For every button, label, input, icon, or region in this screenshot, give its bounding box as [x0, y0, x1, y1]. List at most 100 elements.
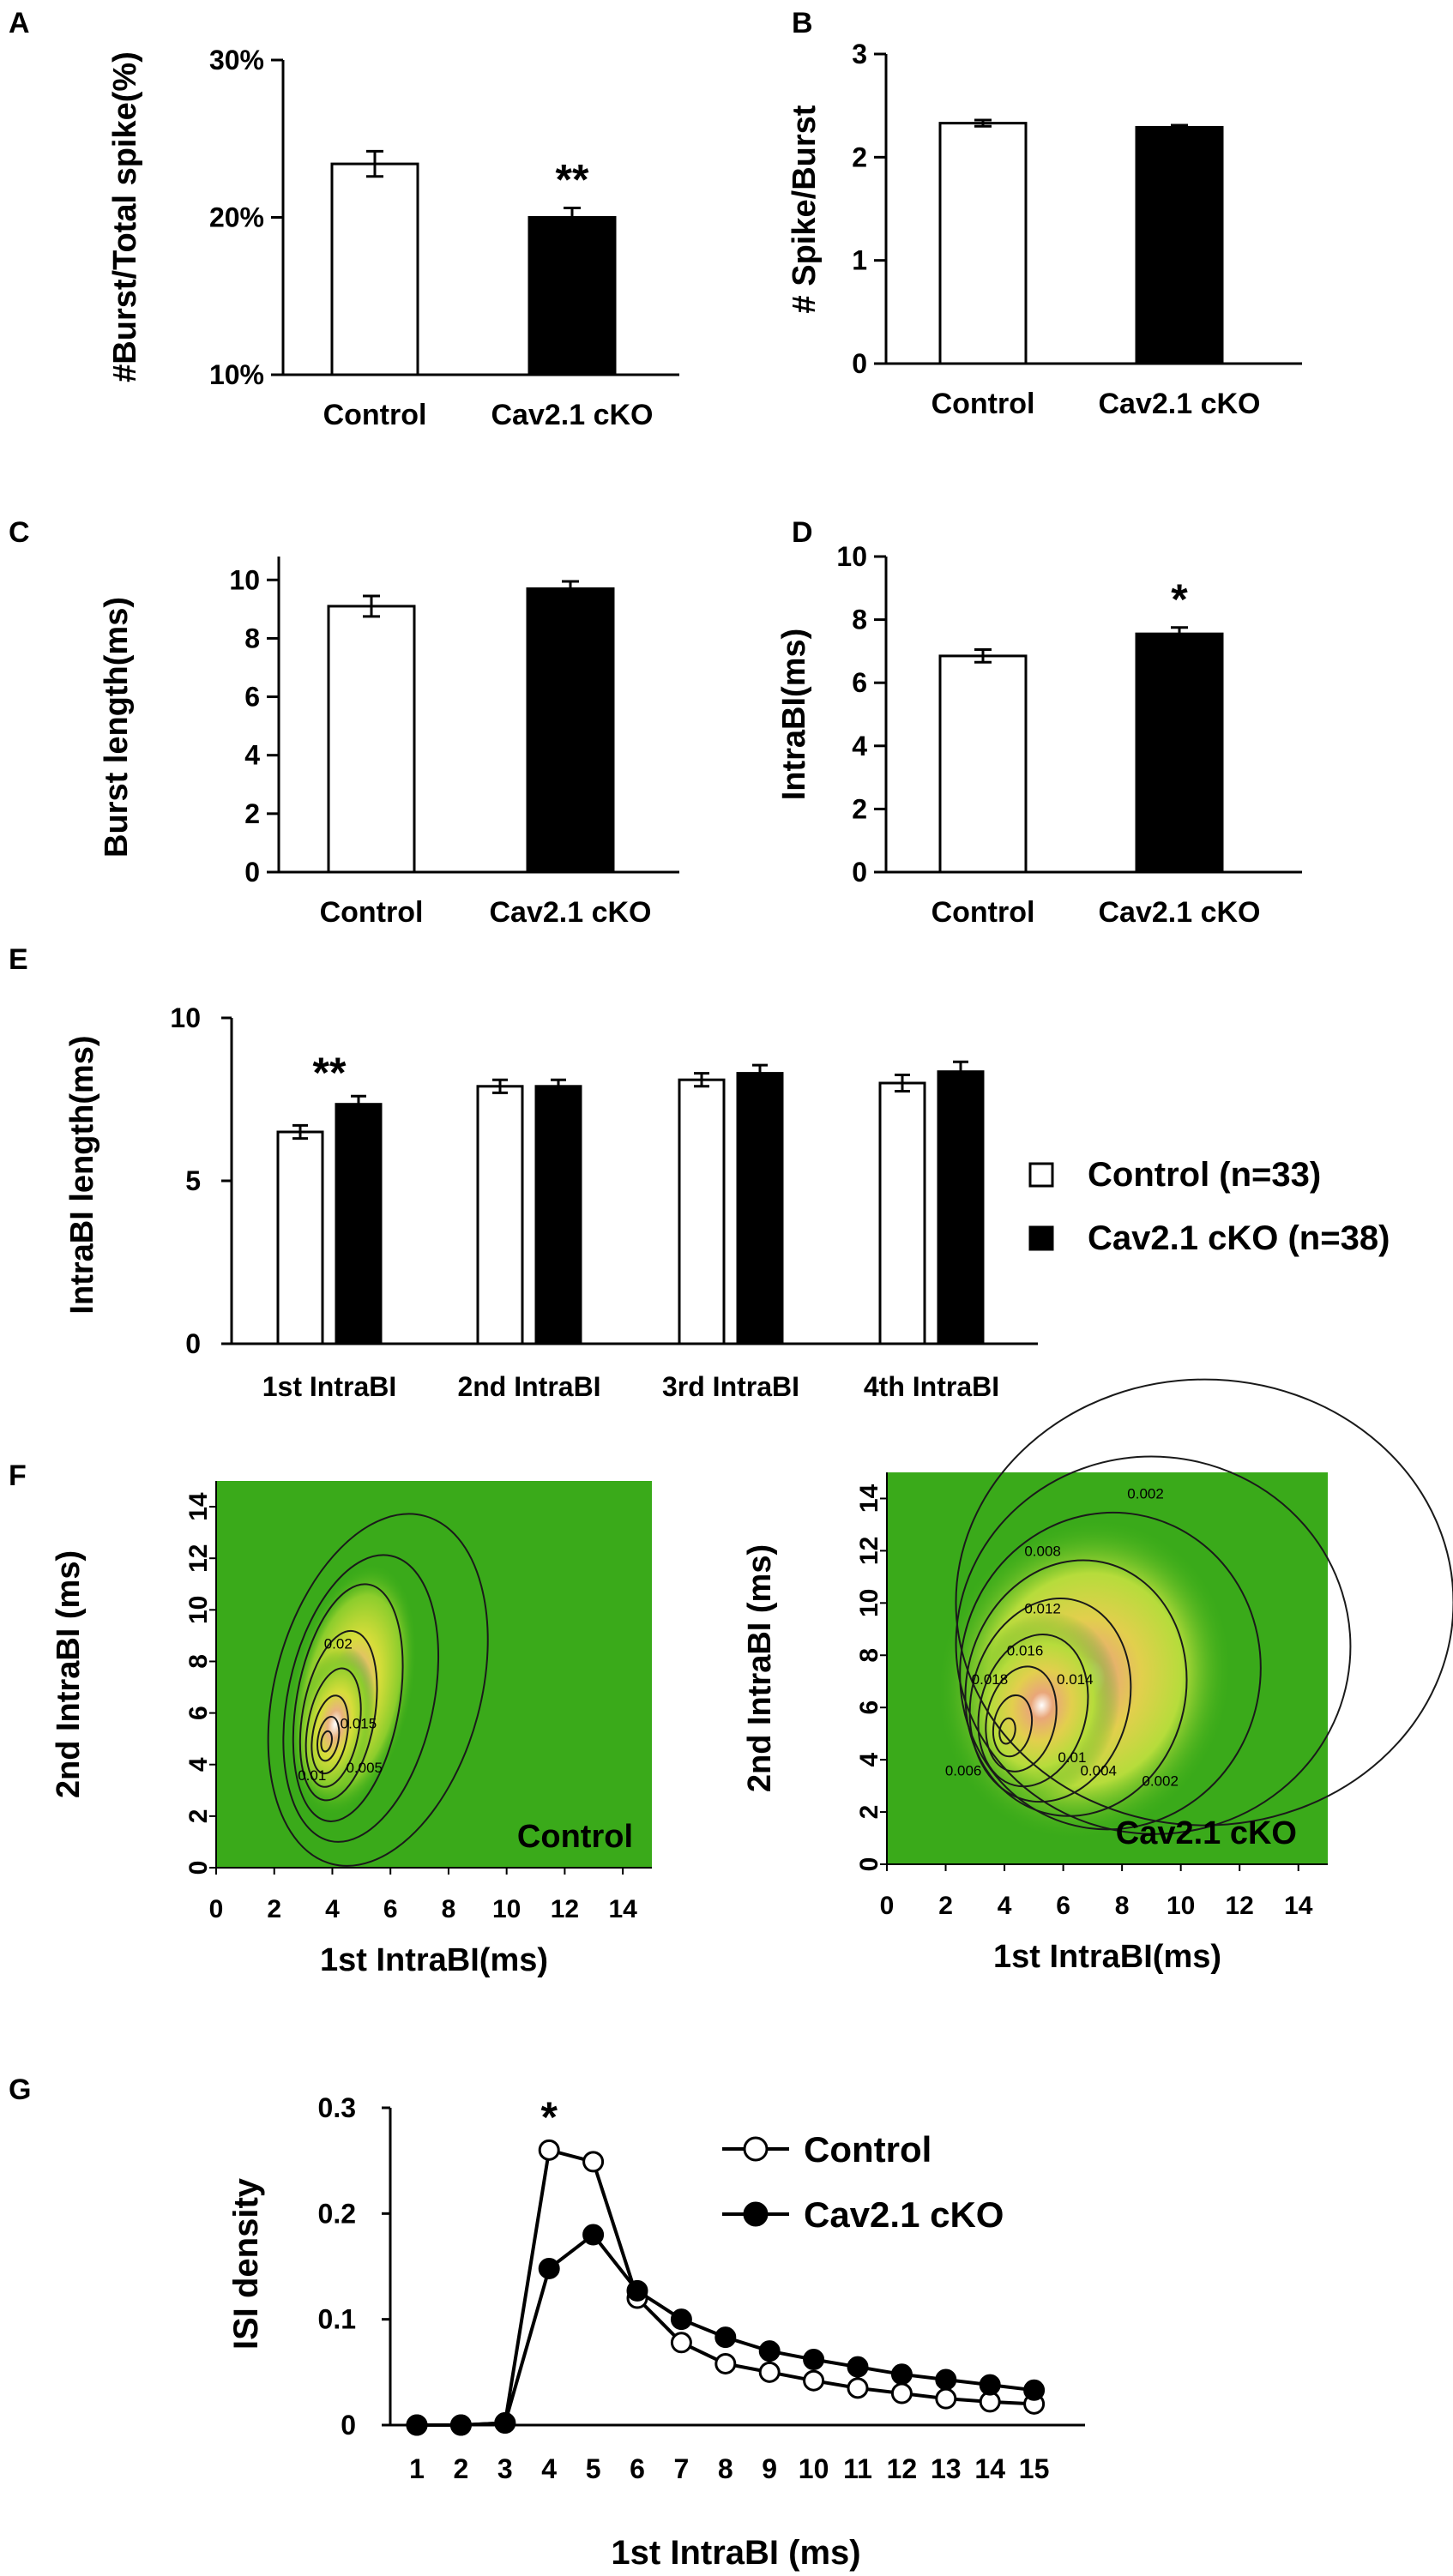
data-point-cav2-1-cko	[890, 2363, 913, 2386]
panel-d: 0 2 4 6 8 10 Control Cav2.1 cKO * IntraBI(ms)	[776, 541, 1302, 929]
y-tick-label: 6	[852, 667, 867, 698]
legend-marker-control	[743, 2136, 769, 2162]
y-tick-label: 4	[855, 1752, 883, 1766]
heatmap-control-contour-label: 0.01	[298, 1767, 326, 1784]
data-point-cav2-1-cko	[714, 2326, 737, 2349]
legend-label: Control	[804, 2129, 931, 2170]
panel-b: 0 1 2 3 Control Cav2.1 cKO # Spike/Burst	[787, 39, 1302, 420]
significance-marker: **	[556, 155, 589, 203]
y-tick-label: 4	[184, 1757, 213, 1772]
bar-control	[938, 122, 1028, 365]
legend-swatch-cav2-1-cko-n-38	[1028, 1225, 1054, 1251]
x-tick-label: 0	[880, 1892, 895, 1920]
x-tick-label: 3	[497, 2453, 513, 2484]
legend-label: Cav2.1 cKO	[804, 2194, 1004, 2235]
x-tick-label: 10	[492, 1895, 521, 1923]
heatmap-cav2-1-cko-y-axis-label: 2nd IntraBI (ms)	[742, 1544, 778, 1792]
data-point-control	[582, 2151, 605, 2173]
heatmap-control-contour-label: 0.02	[324, 1635, 353, 1652]
y-tick-label: 2	[244, 798, 260, 829]
x-tick-label: 11	[843, 2453, 872, 2484]
x-tick-label: 0	[209, 1895, 224, 1923]
y-tick-label: 10	[229, 564, 260, 595]
heatmap-cav2-1-cko-contour-label: 0.002	[1127, 1485, 1164, 1502]
bar-cav2-1-cko	[1135, 632, 1224, 874]
y-tick-label: 0	[855, 1857, 883, 1872]
data-point-cav2-1-cko	[670, 2308, 692, 2331]
y-tick-label: 4	[244, 740, 260, 771]
x-tick-label: 12	[551, 1895, 579, 1923]
y-tick-label: 2	[855, 1805, 883, 1820]
heatmap-control-contour-line	[298, 1629, 378, 1802]
y-tick-label: 1	[852, 245, 867, 276]
bar-cav2-1-cko-n-38-3rd-intrabi	[736, 1072, 784, 1345]
y-tick-label: 6	[855, 1700, 883, 1715]
data-point-control	[847, 2377, 869, 2399]
heatmap-control-contour-line	[317, 1715, 341, 1762]
heatmap-control-y-axis-label: 2nd IntraBI (ms)	[51, 1550, 87, 1798]
heatmap-cav2-1-cko-contour-label: 0.014	[1057, 1671, 1094, 1688]
x-tick-label: 2	[454, 2453, 469, 2484]
y-tick-label: 10	[184, 1596, 213, 1624]
y-tick-label: 0	[341, 2410, 356, 2441]
y-axis-label: Burst length(ms)	[99, 597, 135, 858]
x-tick-label: Control	[320, 896, 424, 929]
y-tick-label: 0	[852, 348, 867, 379]
y-tick-label: 0.3	[318, 2092, 356, 2123]
bar-cav2-1-cko	[526, 587, 615, 874]
x-tick-label: 7	[674, 2453, 690, 2484]
data-point-cav2-1-cko	[449, 2414, 472, 2436]
x-tick-label: 10	[1167, 1892, 1195, 1920]
data-point-control	[758, 2361, 781, 2383]
panel-f: 0.005 0.015 0.02 0.01 0 2 4 6 8 10 12 14 0 2 4 6 8 10 12 14…	[51, 1378, 1453, 1978]
legend-swatch-control-n-33	[1028, 1162, 1054, 1188]
y-axis-label: #Burst/Total spike(%)	[107, 51, 143, 382]
y-tick-label: 4	[852, 731, 867, 761]
y-tick-label: 14	[184, 1492, 213, 1521]
x-tick-label: Cav2.1 cKO	[1099, 896, 1261, 929]
panel-e: 0 5 10 ** 1st IntraBI 2nd IntraBI 3rd IntraBI 4…	[64, 1002, 1390, 1402]
heatmap-control-contour-line	[282, 1554, 440, 1843]
heatmap-control-x-axis-label: 1st IntraBI(ms)	[320, 1942, 548, 1978]
x-tick-label: 6	[383, 1895, 398, 1923]
heatmap-control-contour-label: 0.005	[346, 1760, 383, 1776]
heatmap-control-contour-line	[292, 1583, 404, 1822]
heatmap-cav2-1-cko-contour-label: 0.016	[1007, 1642, 1044, 1658]
x-tick-label: 8	[1115, 1892, 1130, 1920]
heatmap-control-contour-label: 0.015	[341, 1716, 377, 1732]
x-axis-label: 1st IntraBI (ms)	[611, 2534, 860, 2572]
data-point-cav2-1-cko	[979, 2374, 1001, 2396]
heatmap-cav2-1-cko-contour-label: 0.018	[972, 1671, 1009, 1688]
heatmap-cav2-1-cko-contour-line	[968, 1598, 1132, 1803]
data-point-cav2-1-cko	[847, 2356, 869, 2378]
data-point-cav2-1-cko	[494, 2412, 516, 2435]
x-tick-label: 8	[442, 1895, 456, 1923]
x-tick-label: 9	[762, 2453, 777, 2484]
y-tick-label: 20%	[209, 202, 264, 233]
x-tick-label: 12	[1226, 1892, 1254, 1920]
heatmap-control-title: Control	[517, 1819, 633, 1855]
heatmap-control-contour-line	[267, 1513, 489, 1867]
y-tick-label: 8	[184, 1654, 213, 1669]
x-tick-label: 6	[1056, 1892, 1070, 1920]
x-tick-label: 2nd IntraBI	[457, 1371, 600, 1402]
heatmap-cav2-1-cko-density-blob	[963, 1611, 1120, 1799]
heatmap-cav2-1-cko-contour-label: 0.004	[1080, 1762, 1117, 1779]
heatmap-cav2-1-cko-contour-line	[977, 1634, 1089, 1788]
bar-control-n-33-2nd-intrabi	[476, 1085, 524, 1345]
y-tick-label: 2	[852, 793, 867, 824]
y-tick-label: 2	[184, 1809, 213, 1824]
heatmap-cav2-1-cko-contour-label: 0.012	[1024, 1601, 1061, 1617]
x-tick-label: Cav2.1 cKO	[490, 896, 652, 929]
y-tick-label: 12	[184, 1544, 213, 1573]
significance-marker: *	[540, 2093, 558, 2141]
y-tick-label: 10	[836, 541, 867, 572]
panel-label-c: C	[9, 516, 30, 549]
bar-cav2-1-cko	[528, 216, 617, 376]
y-tick-label: 3	[852, 39, 867, 69]
x-tick-label: 3rd IntraBI	[662, 1371, 799, 1402]
x-tick-label: 14	[974, 2453, 1005, 2484]
data-point-control	[670, 2332, 692, 2354]
